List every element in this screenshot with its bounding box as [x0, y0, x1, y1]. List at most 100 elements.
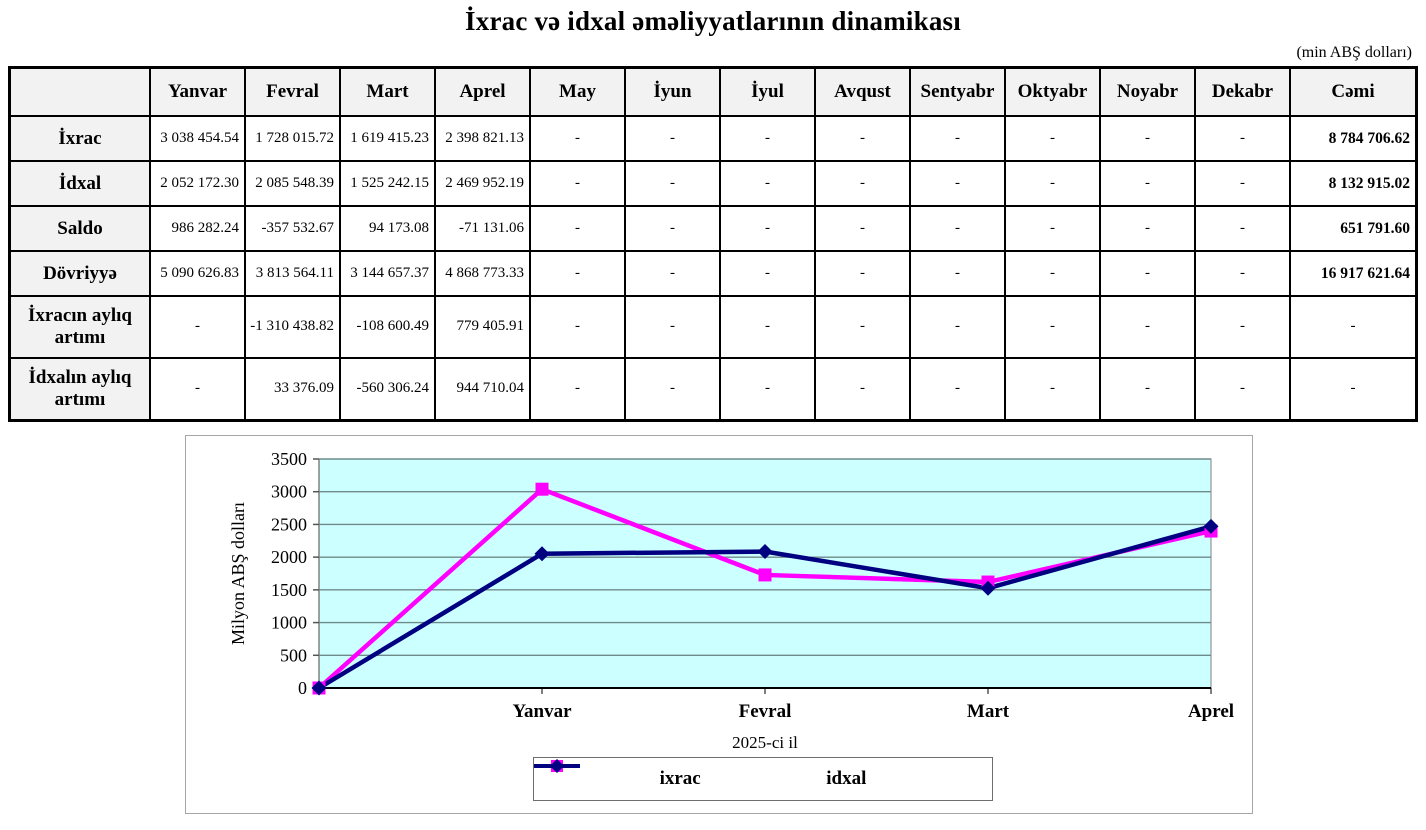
line-chart: 0 500 1000 1500 2000 2500 3000 3500 Yanvar Fevral…: [228, 449, 1234, 752]
value-cell: -: [719, 160, 816, 207]
value-cell: -: [719, 295, 816, 359]
value-cell: -: [814, 250, 911, 297]
legend-marker-idxal: [534, 759, 580, 773]
y-tick-label: 2000: [271, 547, 307, 567]
marker-ixrac: [535, 482, 549, 496]
value-cell: -: [529, 160, 626, 207]
value-cell: -1 310 438.82: [244, 295, 341, 359]
col-header-yanvar: Yanvar: [149, 66, 246, 117]
legend-item-idxal: idxal: [534, 759, 866, 790]
legend-label-ixrac: ixrac: [659, 768, 701, 789]
col-header-i̇yun: İyun: [624, 66, 721, 117]
value-cell: -: [1194, 160, 1291, 207]
value-cell: -: [814, 205, 911, 252]
value-cell: -: [1004, 115, 1101, 162]
value-cell: -: [909, 205, 1006, 252]
table-row: İxracın aylıq artımı - -1 310 438.82 -108 6…: [8, 295, 1418, 359]
value-cell: -: [814, 160, 911, 207]
value-cell: -: [1099, 295, 1196, 359]
value-cell: -: [909, 160, 1006, 207]
value-cell: -: [719, 205, 816, 252]
y-tick-label: 1500: [271, 580, 307, 600]
value-cell: -: [1004, 295, 1101, 359]
col-header-mart: Mart: [339, 66, 436, 117]
value-cell: -: [1194, 295, 1291, 359]
marker-idxal: [534, 546, 550, 562]
marker-idxal: [311, 680, 327, 696]
value-cell: -: [624, 250, 721, 297]
value-cell: -: [149, 357, 246, 421]
col-header-noyabr: Noyabr: [1099, 66, 1196, 117]
value-cell: -: [149, 295, 246, 359]
value-cell: -71 131.06: [434, 205, 531, 252]
col-header-dekabr: Dekabr: [1194, 66, 1291, 117]
chart-container: 0 500 1000 1500 2000 2500 3000 3500 Yanvar Fevral…: [185, 435, 1253, 814]
value-cell: -: [1099, 160, 1196, 207]
value-cell: 779 405.91: [434, 295, 531, 359]
col-header-may: May: [529, 66, 626, 117]
value-cell: -: [624, 205, 721, 252]
value-cell: 3 813 564.11: [244, 250, 341, 297]
value-cell: -: [719, 250, 816, 297]
value-cell: -: [529, 115, 626, 162]
col-header-aprel: Aprel: [434, 66, 531, 117]
value-cell: -560 306.24: [339, 357, 436, 421]
value-cell: -: [814, 295, 911, 359]
value-cell: 1 525 242.15: [339, 160, 436, 207]
table-row: İxrac 3 038 454.54 1 728 015.72 1 619 415.2…: [8, 115, 1418, 162]
table-row: İdxalın aylıq artımı -33 376.09 -560 306.2…: [8, 357, 1418, 421]
value-cell: 33 376.09: [244, 357, 341, 421]
value-cell: 8 132 915.02: [1289, 160, 1418, 207]
y-tick-label: 3500: [271, 449, 307, 469]
value-cell: -: [814, 115, 911, 162]
header-row: Yanvar Fevral Mart Aprel May İyun İyul Avqust Se…: [8, 66, 1418, 117]
value-cell: -357 532.67: [244, 205, 341, 252]
value-cell: -108 600.49: [339, 295, 436, 359]
marker-idxal: [757, 544, 773, 560]
value-cell: -: [1289, 357, 1418, 421]
value-cell: 2 052 172.30: [149, 160, 246, 207]
value-cell: -: [1194, 250, 1291, 297]
x-tick-label: Yanvar: [512, 701, 572, 722]
y-tick-label: 3000: [271, 482, 307, 502]
value-cell: 986 282.24: [149, 205, 246, 252]
x-tick-label: Fevral: [739, 701, 792, 722]
corner-cell: [8, 66, 151, 117]
marker-idxal: [980, 580, 996, 596]
value-cell: 2 085 548.39: [244, 160, 341, 207]
value-cell: 2 469 952.19: [434, 160, 531, 207]
value-cell: 8 784 706.62: [1289, 115, 1418, 162]
row-label: İdxalın aylıq artımı: [8, 357, 151, 421]
value-cell: 651 791.60: [1289, 205, 1418, 252]
value-cell: -: [529, 357, 626, 421]
row-label: İxrac: [8, 115, 151, 162]
col-header-fevral: Fevral: [244, 66, 341, 117]
row-label: Dövriyyə: [8, 250, 151, 297]
value-cell: 2 398 821.13: [434, 115, 531, 162]
col-header-i̇yul: İyul: [719, 66, 816, 117]
col-header-oktyabr: Oktyabr: [1004, 66, 1101, 117]
value-cell: -: [1099, 205, 1196, 252]
col-header-avqust: Avqust: [814, 66, 911, 117]
marker-idxal: [1203, 518, 1219, 534]
value-cell: -: [1194, 357, 1291, 421]
value-cell: -: [1004, 205, 1101, 252]
table-body: İxrac 3 038 454.54 1 728 015.72 1 619 415.2…: [8, 115, 1418, 421]
value-cell: 1 619 415.23: [339, 115, 436, 162]
value-cell: 944 710.04: [434, 357, 531, 421]
value-cell: -: [719, 357, 816, 421]
value-cell: -: [624, 115, 721, 162]
chart-legend: ixrac idxal: [533, 757, 993, 801]
value-cell: 3 144 657.37: [339, 250, 436, 297]
value-cell: -: [529, 205, 626, 252]
unit-note: (min ABŞ dolları): [1296, 44, 1412, 61]
value-cell: -: [909, 250, 1006, 297]
value-cell: -: [1099, 357, 1196, 421]
y-tick-label: 1000: [271, 613, 307, 633]
col-header-sentyabr: Sentyabr: [909, 66, 1006, 117]
value-cell: -: [1289, 295, 1418, 359]
value-cell: -: [1194, 205, 1291, 252]
value-cell: -: [909, 357, 1006, 421]
value-cell: -: [1099, 115, 1196, 162]
value-cell: -: [719, 115, 816, 162]
